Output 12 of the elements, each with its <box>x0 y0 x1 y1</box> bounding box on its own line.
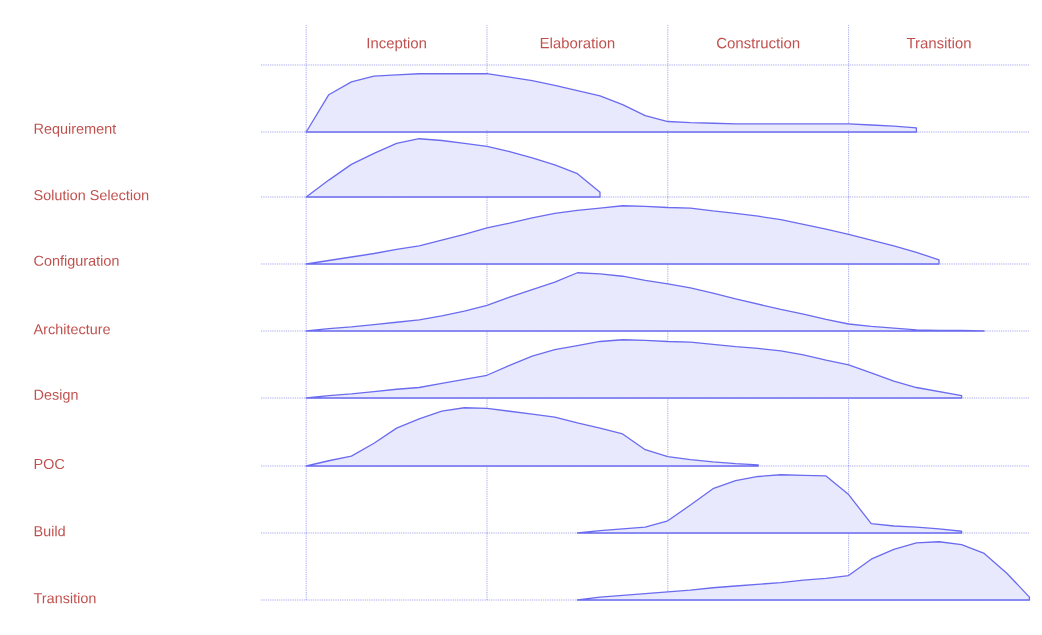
y-axis-title: Architecture <box>33 323 110 335</box>
y-axis-title: Build <box>34 525 65 537</box>
y-axis-title: POC <box>34 458 65 470</box>
x-tick-label: Transition <box>906 37 971 49</box>
y-axis-title: Configuration <box>34 255 119 269</box>
x-tick-label: Inception <box>367 37 426 52</box>
x-tick-label: Construction <box>717 37 800 49</box>
y-axis-title: Transition <box>33 592 96 604</box>
y-axis-title: Solution Selection <box>34 189 149 201</box>
x-tick-label: Elaboration <box>540 37 615 49</box>
y-axis-title: Requirement <box>34 123 117 137</box>
y-axis-title: Design <box>34 389 78 403</box>
